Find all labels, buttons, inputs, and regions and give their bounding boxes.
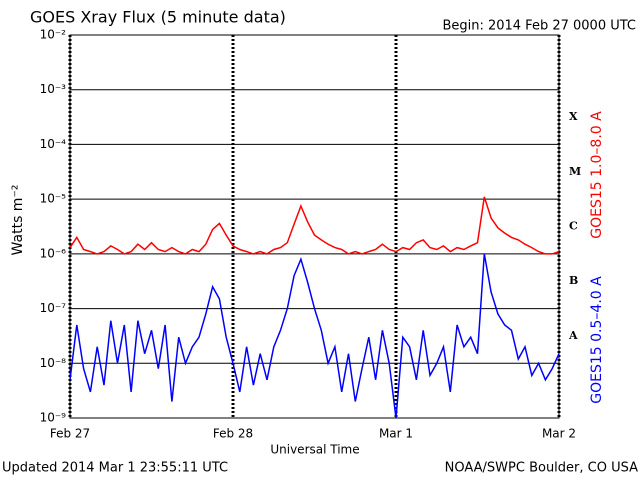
plot-frame [69, 34, 560, 419]
y-tick-label: 10⁻⁵ [40, 192, 67, 206]
x-tick-label: Mar 2 [542, 427, 576, 441]
y-axis-label: Watts m⁻² [10, 185, 26, 256]
footer-left: Updated 2014 Mar 1 23:55:11 UTC [2, 461, 228, 476]
x-tick-label: Feb 27 [50, 427, 90, 441]
y-tick-label: 10⁻³ [40, 82, 67, 96]
chart-title: GOES Xray Flux (5 minute data) [30, 8, 286, 27]
flare-class-label: C [569, 220, 578, 233]
y-tick-label: 10⁻² [40, 28, 67, 42]
legend-label: GOES15 1.0–8.0 A [589, 111, 605, 239]
x-tick-label: Feb 28 [213, 427, 253, 441]
legend-label: GOES15 0.5–4.0 A [589, 276, 605, 404]
data-line [69, 196, 560, 255]
y-tick-label: 10⁻⁷ [40, 301, 67, 315]
y-tick-label: 10⁻⁹ [40, 411, 67, 425]
chart-subtitle: Begin: 2014 Feb 27 0000 UTC [442, 19, 636, 34]
flare-class-label: X [569, 110, 578, 123]
flare-class-label: M [569, 165, 581, 178]
x-axis-label: Universal Time [270, 443, 359, 457]
x-tick-label: Mar 1 [379, 427, 413, 441]
y-tick-label: 10⁻⁸ [40, 356, 67, 370]
flare-class-label: B [569, 274, 578, 287]
flare-class-label: A [568, 329, 578, 342]
y-tick-label: 10⁻⁶ [40, 246, 67, 260]
footer-right: NOAA/SWPC Boulder, CO USA [445, 461, 638, 476]
y-tick-label: 10⁻⁴ [40, 137, 67, 151]
data-line [69, 253, 560, 419]
